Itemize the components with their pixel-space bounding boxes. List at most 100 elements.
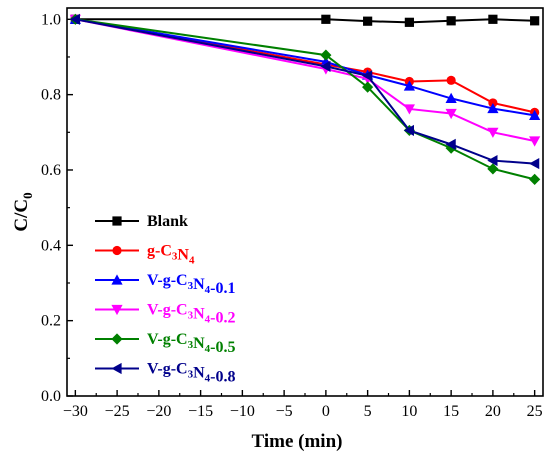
legend-label: V-g-C3N4-0.5 [147,331,235,356]
series-4-point [487,163,499,175]
series-5-point [529,157,540,170]
legend-label-subscript: 3 [188,280,194,292]
series-4-point [529,173,541,185]
legend-item-0: Blank [95,213,188,230]
legend-label-text: Blank [147,213,188,230]
series-4-point [320,49,332,61]
legend-marker [112,245,122,256]
series-3 [69,14,541,147]
series-5-point [403,124,414,137]
legend-label-text: N [177,247,189,264]
plot-area [66,7,544,397]
series-0-point [404,17,414,27]
legend-label: V-g-C3N4-0.1 [147,272,235,297]
legend-label-subscript: 4 [205,343,211,355]
x-tick-label: 5 [364,403,372,420]
series-2-point [529,109,541,120]
y-axis-title: C/C0 [11,192,35,231]
y-tick-label: 0.2 [41,313,61,330]
y-axis-title-subscript: 0 [20,192,35,199]
y-axis: 0.0 0.2 0.4 0.6 0.8 1.0 [41,11,73,405]
legend-label-text: N [193,276,205,293]
legend-label-text: -0.2 [210,310,235,327]
series-3-point [403,104,415,115]
legend-label-text: g-C [147,243,172,260]
series-5-point [487,154,498,167]
series-2-point [487,102,499,114]
legend-marker [111,333,123,345]
series-3-point [445,108,457,120]
y-axis-title-main: C/C [11,199,32,232]
series-1-point [488,98,498,108]
series-0-point [488,14,498,24]
series-4 [69,13,541,185]
legend-label-text: -0.8 [210,369,235,386]
series-4-line [75,18,535,181]
y-tick-label: 0.6 [41,162,61,179]
series-5 [69,13,540,170]
series-0-point [321,14,331,24]
legend-marker [111,362,122,375]
legend-label-subscript: 4 [205,314,211,326]
series-5-point [320,60,331,72]
series-4-point [445,142,457,154]
series-0-line [75,18,535,24]
series-0-point [446,16,456,26]
y-tick-label: 1.0 [41,11,61,28]
x-axis: −30 −25 −20 −15 −10 −5 0 5 10 15 20 25 [63,390,543,420]
series-0 [70,14,540,27]
legend-label-subscript: 3 [188,339,194,351]
legend-marker [112,216,122,226]
x-tick-label: 25 [527,403,543,420]
legend: Blankg-C3N4V-g-C3N4-0.1V-g-C3N4-0.2V-g-C… [95,213,235,386]
x-tick-label: 15 [443,403,459,420]
legend-label-subscript: 3 [172,251,178,263]
series-2-point [403,80,415,91]
legend-label-text: V-g-C [147,331,188,348]
x-tick-label: 20 [485,403,501,420]
series-3-point [529,136,541,147]
legend-item-2: V-g-C3N4-0.1 [95,272,235,297]
series-0-point [363,16,373,26]
x-tick-label: −30 [63,403,88,420]
legend-label-subscript: 3 [188,310,194,322]
series-0-point [530,16,540,26]
x-tick-label: −5 [276,403,293,420]
y-tick-label: 0.8 [41,87,61,104]
series-2-point [445,92,457,104]
x-tick-label: 0 [322,403,330,420]
legend-label: V-g-C3N4-0.8 [147,361,235,386]
legend-label: g-C3N4 [147,243,195,267]
x-tick-label: −10 [230,403,255,420]
legend-marker [111,304,123,316]
series-1-point [446,75,456,85]
legend-item-3: V-g-C3N4-0.2 [95,302,235,327]
series-5-point [69,13,80,25]
y-tick-label: 0.0 [41,388,61,405]
series-2 [69,13,541,120]
legend-label-text: V-g-C [147,302,188,319]
legend-label-subscript: 4 [189,255,195,267]
legend-label-subscript: 3 [188,369,194,381]
legend-label-text: -0.5 [210,339,235,356]
x-tick-label: −15 [188,403,213,420]
x-tick-label: 10 [401,403,417,420]
x-axis-title: Time (min) [252,431,343,452]
series-5-point [445,138,456,150]
x-tick-label: −20 [146,403,171,420]
series-5-line [75,18,535,165]
y-tick-label: 0.4 [41,237,61,254]
legend-label-text: V-g-C [147,272,188,289]
x-tick-label: −25 [105,403,130,420]
legend-label-text: N [193,335,205,352]
legend-marker [111,274,123,285]
legend-label-text: -0.1 [210,280,235,297]
legend-label-subscript: 4 [205,373,211,385]
series-3-line [75,18,535,142]
legend-label-text: N [193,365,205,382]
legend-label-text: V-g-C [147,361,188,378]
legend-item-5: V-g-C3N4-0.8 [95,361,235,386]
series-3-point [487,127,499,138]
legend-item-1: g-C3N4 [95,243,195,267]
